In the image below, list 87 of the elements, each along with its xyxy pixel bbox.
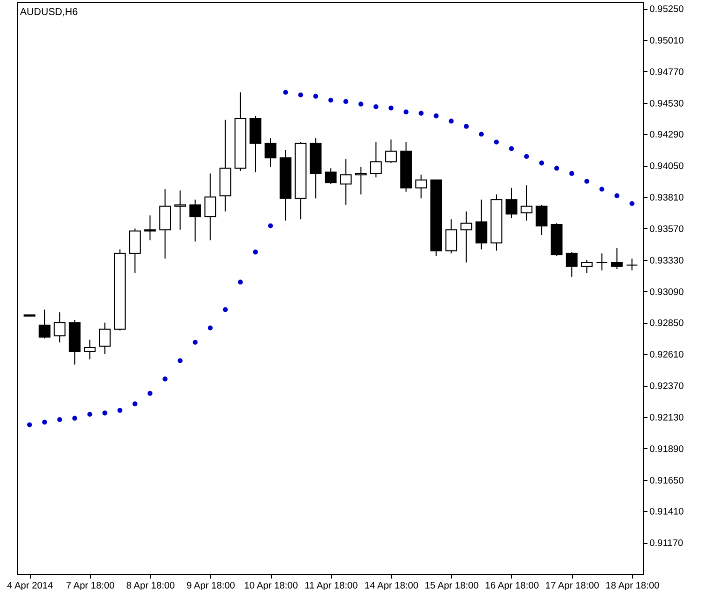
y-tick-label: 0.94290 <box>650 130 684 141</box>
candlestick <box>476 199 488 250</box>
point <box>614 193 620 198</box>
candlestick <box>340 158 352 206</box>
y-tick-label: 0.93570 <box>650 224 684 235</box>
point <box>57 417 62 422</box>
y-tick-label: 0.92610 <box>650 350 684 361</box>
candlestick <box>84 339 96 360</box>
candlestick <box>566 252 578 278</box>
y-tick-label: 0.92850 <box>650 318 684 330</box>
point <box>117 408 122 413</box>
candlestick <box>415 174 427 199</box>
y-tick-label: 0.92370 <box>650 381 684 392</box>
candlestick <box>355 166 367 195</box>
point <box>328 98 334 103</box>
point <box>253 250 258 254</box>
candlestick <box>385 138 397 164</box>
y-tick-label: 0.95250 <box>650 4 684 16</box>
point <box>388 106 394 110</box>
point <box>448 118 454 124</box>
candlestick <box>596 252 608 271</box>
candlestick <box>506 187 518 218</box>
y-tick-label: 0.93810 <box>650 192 684 204</box>
point <box>298 92 304 98</box>
candlestick <box>460 210 472 263</box>
candlestick <box>520 184 532 222</box>
candlestick <box>159 188 171 260</box>
candlestick <box>626 258 638 271</box>
point <box>178 358 183 364</box>
y-tick-label: 0.93090 <box>650 286 684 298</box>
candlestick <box>129 228 141 274</box>
y-tick-label: 0.93330 <box>650 255 684 266</box>
point <box>222 307 228 312</box>
candlestick <box>611 248 623 270</box>
point <box>192 340 198 345</box>
point <box>268 223 273 228</box>
candlestick <box>370 142 382 178</box>
point <box>494 140 499 144</box>
candlestick <box>144 214 156 241</box>
point <box>27 422 32 428</box>
point <box>418 110 424 116</box>
candlestick <box>54 312 66 343</box>
y-tick-label: 0.95010 <box>650 35 684 46</box>
point <box>87 412 92 417</box>
point <box>554 166 560 171</box>
candlestick <box>38 309 50 339</box>
point <box>148 390 152 396</box>
point <box>102 410 108 416</box>
point <box>569 171 574 176</box>
y-tick-label: 0.91650 <box>650 475 684 486</box>
y-tick-label: 0.94050 <box>650 161 684 172</box>
candlestick <box>324 168 337 184</box>
point <box>238 280 243 285</box>
point <box>464 124 469 129</box>
point <box>509 146 514 152</box>
point <box>524 154 529 159</box>
y-tick-label: 0.91890 <box>650 444 684 455</box>
candlestick <box>204 172 216 241</box>
point <box>478 132 484 137</box>
point <box>343 99 348 104</box>
candlestick <box>580 259 593 274</box>
point <box>404 110 409 114</box>
point <box>584 178 590 184</box>
chart-title: AUDUSD,H6 <box>20 7 78 18</box>
y-tick-label: 0.92130 <box>650 412 684 424</box>
candlestick <box>445 218 458 254</box>
point <box>434 113 439 118</box>
candlestick <box>189 199 202 242</box>
point <box>539 160 544 166</box>
point <box>72 416 78 421</box>
point <box>162 376 168 382</box>
point <box>358 102 364 107</box>
candlestick <box>536 204 548 236</box>
point <box>630 201 634 206</box>
y-tick-label: 0.91410 <box>650 506 684 518</box>
point <box>599 186 604 192</box>
candlestick <box>98 322 111 355</box>
point <box>42 420 48 425</box>
point <box>132 401 138 406</box>
y-tick-label: 0.91170 <box>650 538 684 550</box>
y-tick-label: 0.94530 <box>650 98 684 110</box>
point <box>313 94 318 99</box>
candlestick <box>264 138 276 168</box>
point <box>283 90 288 95</box>
point <box>373 104 378 110</box>
point <box>208 325 213 330</box>
y-tick-label: 0.94770 <box>650 66 684 78</box>
